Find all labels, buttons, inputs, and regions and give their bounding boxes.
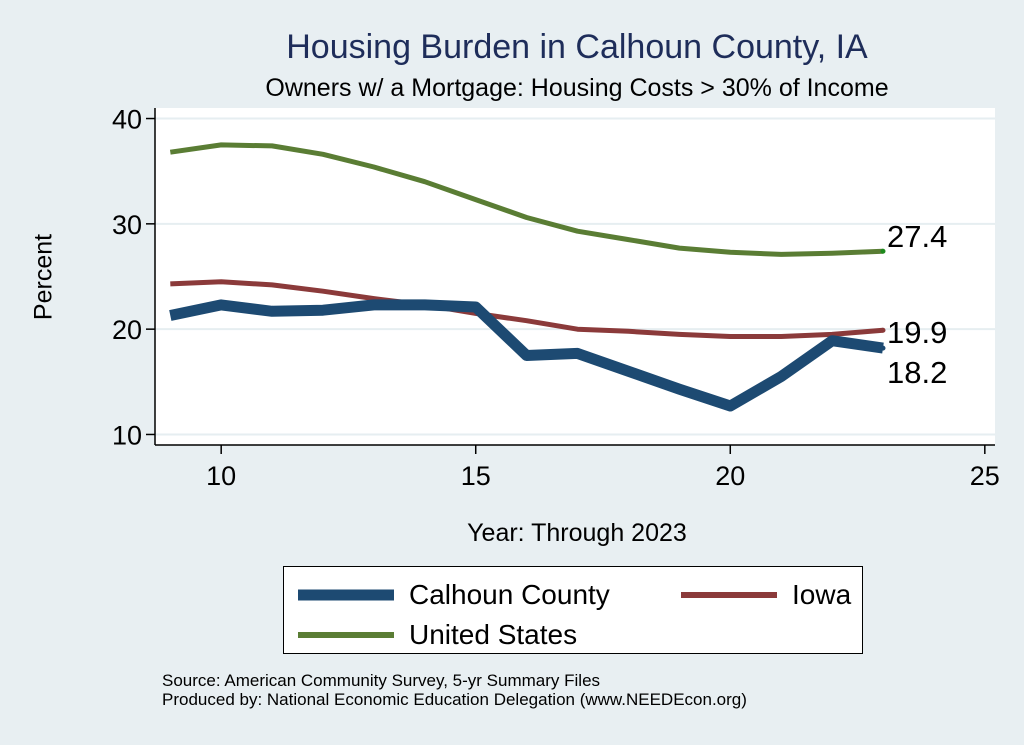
x-axis-label: Year: Through 2023 — [467, 519, 687, 547]
legend-swatch-calhoun-county — [298, 589, 394, 601]
x-tick-label: 20 — [715, 461, 745, 491]
end-label-calhoun-county: 18.2 — [887, 355, 947, 390]
end-label-iowa: 19.9 — [887, 315, 947, 350]
legend: Calhoun County Iowa United States — [283, 566, 863, 654]
y-tick-label: 40 — [112, 105, 142, 135]
chart-subtitle: Owners w/ a Mortgage: Housing Costs > 30… — [265, 74, 889, 102]
series-line-calhoun-county — [169, 299, 884, 412]
source-note: Source: American Community Survey, 5-yr … — [162, 671, 747, 709]
legend-item-united-states: United States — [298, 619, 577, 651]
end-point-calhoun-county — [880, 345, 886, 351]
y-tick-label: 30 — [112, 210, 142, 240]
y-tick-label: 20 — [112, 315, 142, 345]
series-line-united-states — [169, 142, 884, 257]
legend-label-united-states: United States — [409, 619, 578, 650]
end-label-united-states: 27.4 — [887, 219, 947, 254]
legend-item-iowa: Iowa — [681, 579, 851, 611]
x-tick-label: 25 — [970, 461, 1000, 491]
source-line-1: Source: American Community Survey, 5-yr … — [162, 671, 601, 690]
legend-label-calhoun-county: Calhoun County — [409, 579, 610, 610]
chart-title: Housing Burden in Calhoun County, IA — [286, 28, 868, 66]
plot-background — [155, 108, 995, 445]
series-line-iowa — [170, 279, 884, 339]
legend-swatch-united-states — [298, 632, 394, 638]
end-point-iowa — [880, 327, 886, 333]
y-tick-label: 10 — [112, 420, 142, 450]
x-tick-label: 15 — [461, 461, 491, 491]
x-tick-label: 10 — [206, 461, 236, 491]
legend-label-iowa: Iowa — [792, 579, 852, 610]
end-point-united-states — [880, 248, 886, 254]
legend-swatch-iowa — [681, 592, 777, 598]
source-line-2: Produced by: National Economic Education… — [162, 690, 747, 709]
legend-item-calhoun-county: Calhoun County — [298, 579, 610, 611]
